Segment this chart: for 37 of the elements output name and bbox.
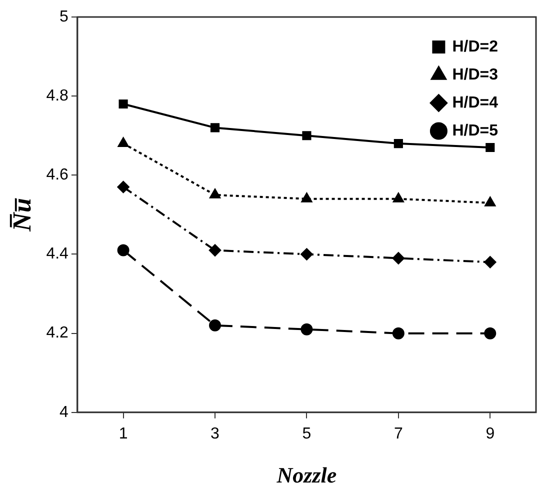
y-tick-label: 4.6 [46,166,69,184]
point [300,323,313,336]
legend-label: H/D=5 [452,122,498,140]
x-tick-label: 3 [210,425,220,442]
legend-label: H/D=2 [452,38,498,56]
point [484,256,496,268]
legend-label: H/D=4 [452,94,498,112]
point [117,181,130,194]
point [486,142,495,152]
point [484,196,496,206]
point [302,131,312,140]
point [392,327,404,340]
point [392,252,404,264]
y-tick-label: 4 [60,404,69,421]
y-tick-label: 5 [60,8,69,26]
y-axis-title: N̅u̅ [7,198,36,232]
x-axis-title: Nozzle [276,462,337,488]
x-tick-label: 9 [486,425,495,442]
x-tick-label: 5 [302,425,312,442]
point [117,244,130,256]
y-tick-label: 4.2 [46,324,69,342]
point [210,123,220,132]
legend-label: H/D=3 [452,66,498,84]
point [209,319,222,332]
y-tick-label: 4.8 [46,87,69,104]
point [393,192,404,202]
point [300,248,313,260]
point [118,99,128,109]
point [118,138,129,148]
x-tick-label: 7 [394,425,403,442]
point [394,138,403,148]
y-tick-label: 4.4 [46,246,69,263]
point [301,192,312,202]
point [210,188,220,198]
point [484,327,496,340]
point [209,244,222,256]
x-tick-label: 1 [118,425,128,442]
